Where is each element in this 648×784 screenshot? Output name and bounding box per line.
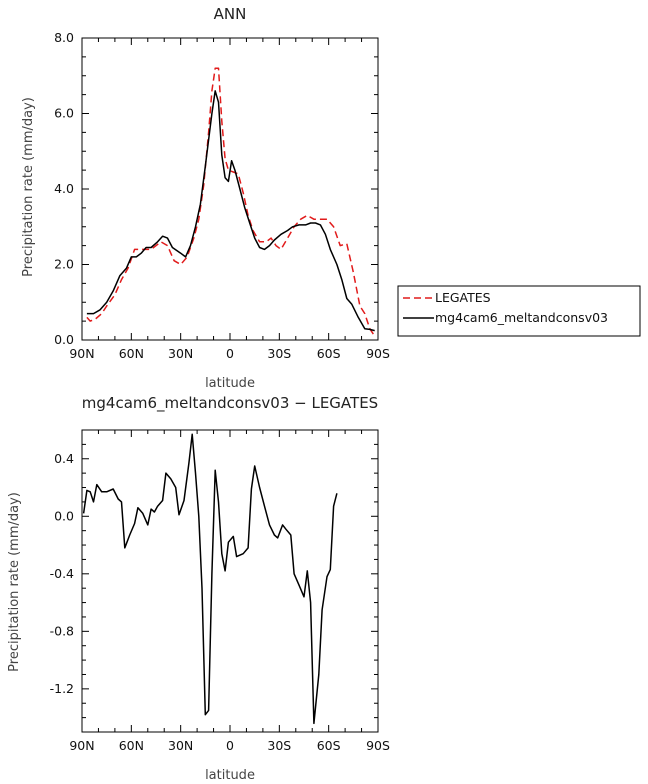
top-series-line-1 xyxy=(86,90,375,332)
top-y-tick-label: 4.0 xyxy=(54,181,74,196)
top-chart-lines xyxy=(86,67,376,337)
bottom-chart-frame xyxy=(81,429,379,733)
top-chart-title: ANN xyxy=(214,5,247,23)
top-x-tick-label: 30N xyxy=(168,346,193,361)
bottom-chart-ticks: 90N 60N 30N 0 30S 60S 90S 0.4 0.0 -0.4 -0.8 -1.2 xyxy=(50,429,390,753)
bottom-x-tick-label: 30N xyxy=(168,738,193,753)
bottom-chart-title: mg4cam6_meltandconsv03 − LEGATES xyxy=(82,394,378,413)
bottom-y-tick-label: 0.4 xyxy=(54,451,74,466)
bottom-chart-panel: mg4cam6_meltandconsv03 − LEGATES Precipi… xyxy=(7,394,390,783)
legend-label-legates: LEGATES xyxy=(435,290,491,305)
top-x-tick-label: 60S xyxy=(317,346,341,361)
legend-label-model: mg4cam6_meltandconsv03 xyxy=(435,310,608,325)
top-y-tick-label: 6.0 xyxy=(54,106,74,121)
top-x-tick-label: 0 xyxy=(226,346,234,361)
bottom-series-line-0 xyxy=(82,433,338,725)
top-y-tick-label: 8.0 xyxy=(54,30,74,45)
bottom-x-tick-label: 60N xyxy=(119,738,144,753)
bottom-y-tick-label: 0.0 xyxy=(54,508,74,523)
bottom-x-tick-label: 90S xyxy=(366,738,390,753)
bottom-x-tick-label: 90N xyxy=(69,738,94,753)
bottom-x-tick-label: 0 xyxy=(226,738,234,753)
top-chart-x-axis-label: latitude xyxy=(205,376,255,391)
bottom-x-tick-label: 60S xyxy=(317,738,341,753)
top-chart-panel: ANN Precipitation rate (mm/day) latitude… xyxy=(21,5,390,391)
bottom-y-tick-label: -1.2 xyxy=(50,681,74,696)
bottom-chart-x-axis-label: latitude xyxy=(205,768,255,783)
bottom-y-tick-label: -0.4 xyxy=(50,566,74,581)
top-y-tick-label: 0.0 xyxy=(54,332,74,347)
bottom-y-tick-label: -0.8 xyxy=(50,623,74,638)
top-chart-y-axis-label: Precipitation rate (mm/day) xyxy=(21,97,36,277)
top-x-tick-label: 30S xyxy=(267,346,291,361)
top-y-tick-label: 2.0 xyxy=(54,257,74,272)
legend: LEGATES mg4cam6_meltandconsv03 xyxy=(397,285,641,337)
top-chart-frame xyxy=(81,37,379,341)
top-x-tick-label: 90N xyxy=(69,346,94,361)
bottom-chart-y-axis-label: Precipitation rate (mm/day) xyxy=(7,492,22,672)
top-series-line-0 xyxy=(86,67,376,337)
top-x-tick-label: 60N xyxy=(119,346,144,361)
bottom-x-tick-label: 30S xyxy=(267,738,291,753)
legend-box xyxy=(397,285,641,337)
bottom-chart-lines xyxy=(82,433,338,725)
top-x-tick-label: 90S xyxy=(366,346,390,361)
top-chart-ticks: 90N 60N 30N 0 30S 60S 90S 0.0 2.0 4.0 6.0 8.0 xyxy=(54,30,390,361)
